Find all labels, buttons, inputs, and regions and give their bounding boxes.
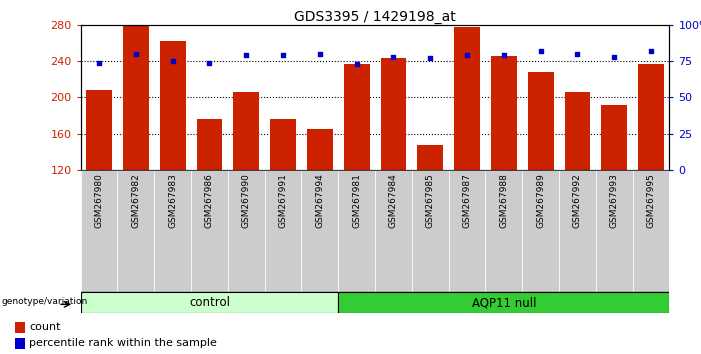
Bar	[375, 170, 412, 292]
Text: percentile rank within the sample: percentile rank within the sample	[29, 338, 217, 348]
Point	[314, 51, 325, 57]
Bar	[338, 292, 669, 313]
Bar	[381, 58, 407, 170]
Title: GDS3395 / 1429198_at: GDS3395 / 1429198_at	[294, 10, 456, 24]
Bar	[15, 338, 25, 349]
Bar	[270, 119, 296, 170]
Bar	[454, 27, 480, 170]
Bar	[522, 170, 559, 292]
Text: GSM267988: GSM267988	[499, 173, 508, 228]
Point	[388, 54, 399, 59]
Bar	[638, 64, 664, 170]
Text: GSM267983: GSM267983	[168, 173, 177, 228]
Bar	[265, 170, 301, 292]
Point	[93, 60, 104, 65]
Bar	[343, 64, 369, 170]
Text: GSM267991: GSM267991	[278, 173, 287, 228]
Bar	[596, 170, 632, 292]
Text: GSM267993: GSM267993	[610, 173, 619, 228]
Point	[425, 55, 436, 61]
Point	[461, 52, 472, 58]
Bar	[191, 170, 228, 292]
Bar	[196, 119, 222, 170]
Point	[498, 52, 510, 58]
Text: GSM267981: GSM267981	[352, 173, 361, 228]
Text: control: control	[189, 296, 230, 309]
Bar	[485, 170, 522, 292]
Bar	[412, 170, 449, 292]
Bar	[81, 170, 118, 292]
Point	[167, 58, 178, 64]
Bar	[417, 144, 443, 170]
Text: GSM267987: GSM267987	[463, 173, 472, 228]
Point	[572, 51, 583, 57]
Text: GSM267990: GSM267990	[242, 173, 251, 228]
Bar	[632, 170, 669, 292]
Bar	[233, 92, 259, 170]
Text: GSM267982: GSM267982	[131, 173, 140, 228]
Point	[240, 52, 252, 58]
Text: AQP11 null: AQP11 null	[472, 296, 536, 309]
Bar	[160, 41, 186, 170]
Bar	[154, 170, 191, 292]
Point	[130, 51, 142, 57]
Text: GSM267992: GSM267992	[573, 173, 582, 228]
Bar	[338, 170, 375, 292]
Bar	[601, 104, 627, 170]
Text: GSM267994: GSM267994	[315, 173, 325, 228]
Text: GSM267995: GSM267995	[646, 173, 655, 228]
Bar	[528, 72, 554, 170]
Point	[204, 60, 215, 65]
Point	[535, 48, 546, 54]
Text: GSM267984: GSM267984	[389, 173, 398, 228]
Point	[646, 48, 657, 54]
Bar	[449, 170, 485, 292]
Bar	[118, 170, 154, 292]
Bar	[491, 56, 517, 170]
Bar	[228, 170, 265, 292]
Text: GSM267980: GSM267980	[95, 173, 104, 228]
Text: count: count	[29, 322, 60, 332]
Point	[351, 61, 362, 67]
Bar	[123, 25, 149, 170]
Bar	[15, 322, 25, 333]
Bar	[81, 292, 338, 313]
Text: GSM267986: GSM267986	[205, 173, 214, 228]
Text: GSM267985: GSM267985	[426, 173, 435, 228]
Bar	[86, 90, 112, 170]
Point	[608, 54, 620, 59]
Bar	[564, 92, 590, 170]
Bar	[301, 170, 338, 292]
Bar	[559, 170, 596, 292]
Bar	[307, 129, 333, 170]
Point	[278, 52, 289, 58]
Text: genotype/variation: genotype/variation	[1, 297, 88, 306]
Text: GSM267989: GSM267989	[536, 173, 545, 228]
